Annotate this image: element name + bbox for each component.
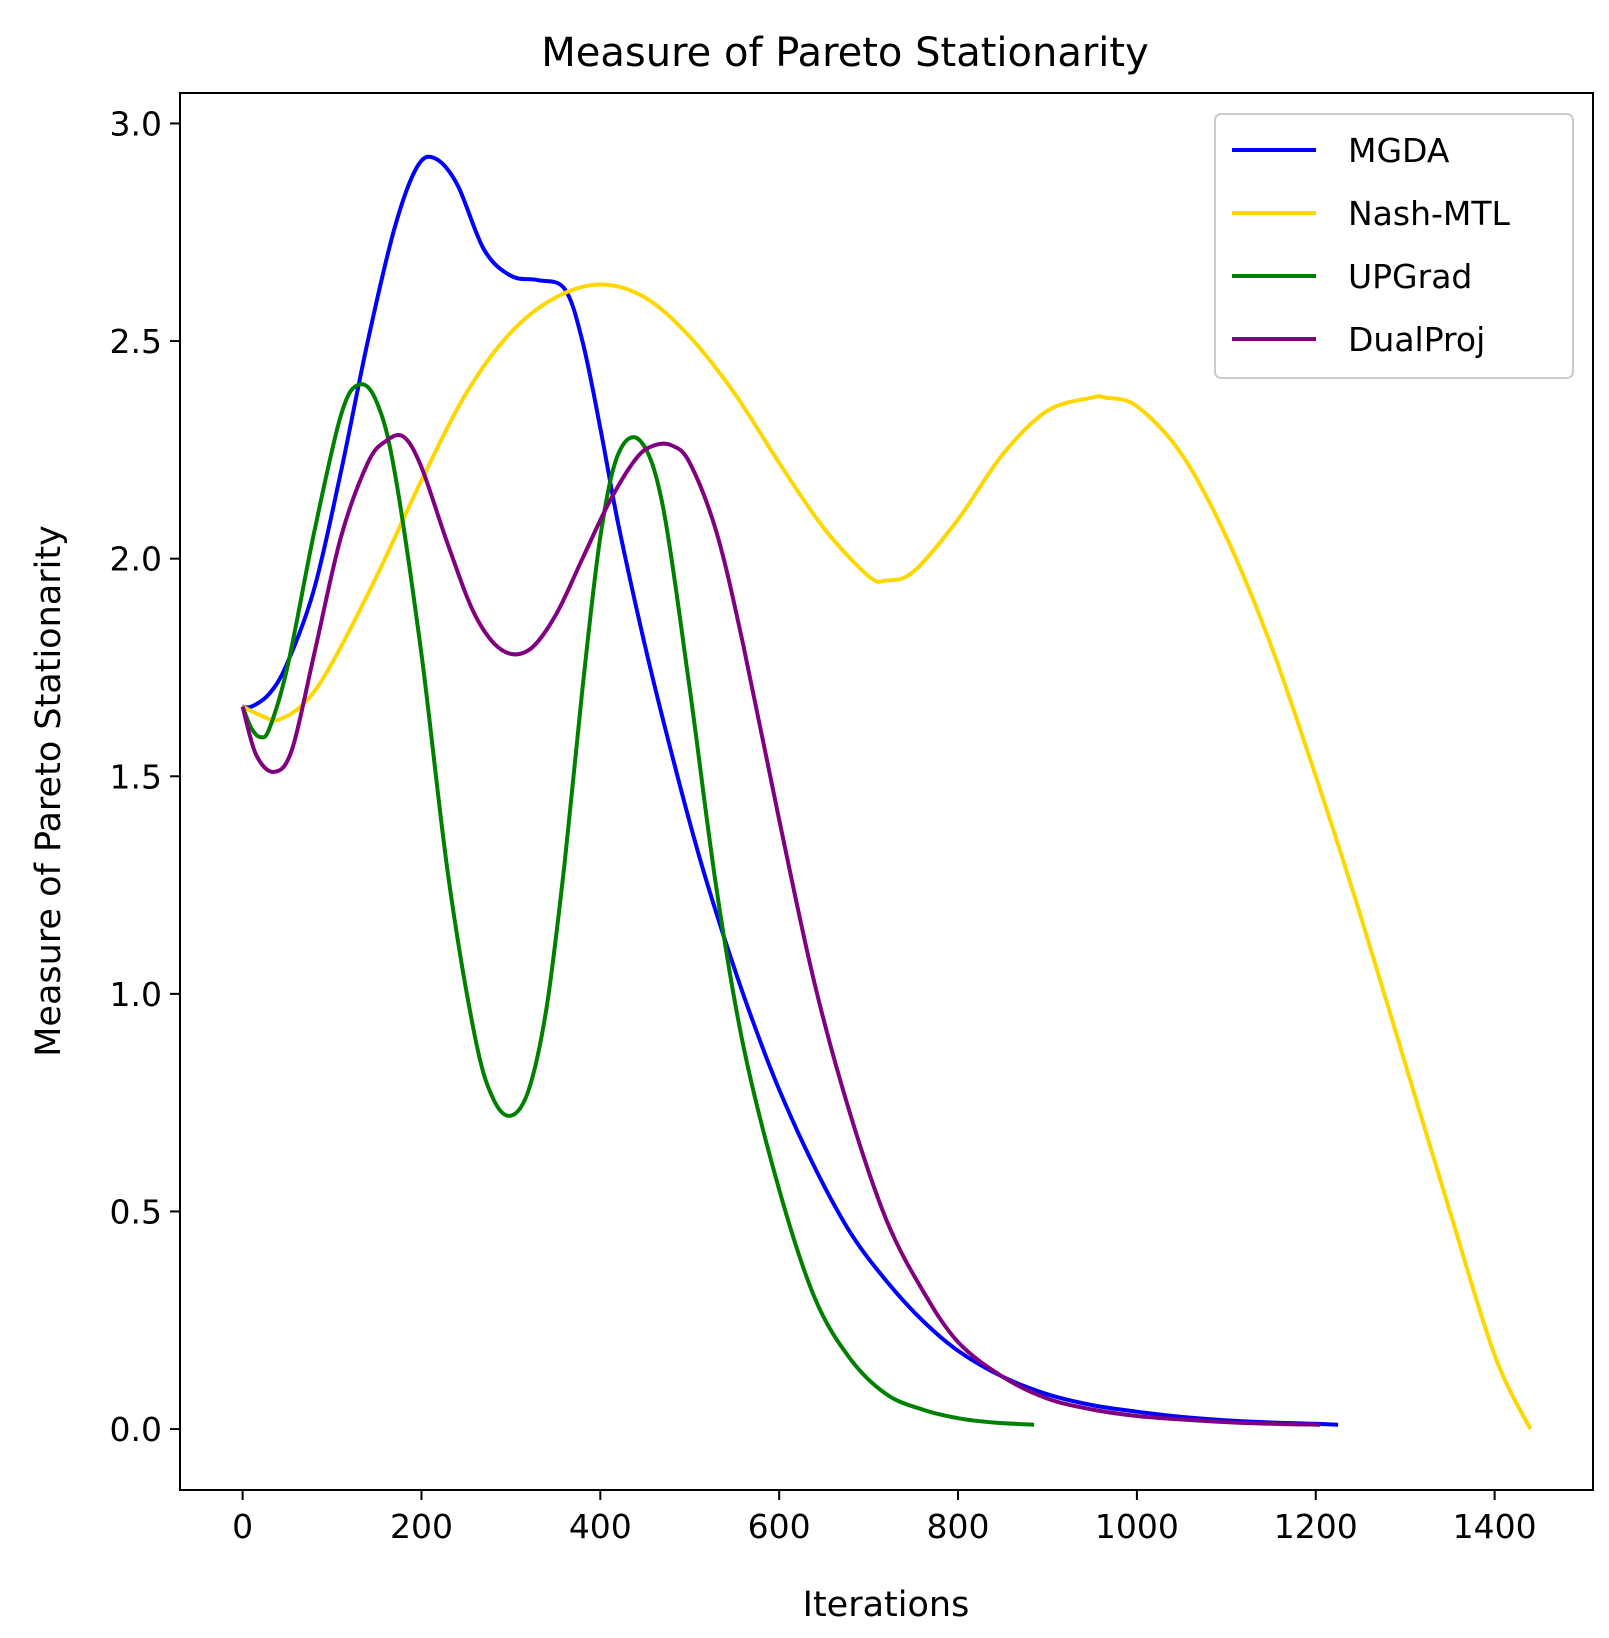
legend-label-mgda: MGDA [1348, 131, 1450, 170]
y-axis-ticks: 0.0 0.5 1.0 1.5 2.0 2.5 3.0 [110, 104, 180, 1449]
x-axis-label: Iterations [803, 1585, 970, 1625]
x-tick-label: 400 [569, 1507, 632, 1546]
y-tick-label: 2.0 [110, 540, 162, 579]
x-tick-label: 0 [232, 1507, 253, 1546]
x-tick-label: 1000 [1095, 1507, 1179, 1546]
legend-label-dualproj: DualProj [1348, 320, 1485, 359]
series-lines [240, 154, 1533, 1430]
series-line-dualproj [240, 433, 1321, 1427]
x-tick-label: 800 [927, 1507, 990, 1546]
series-line-mgda [242, 154, 1339, 1427]
x-tick-label: 1200 [1274, 1507, 1358, 1546]
y-tick-label: 3.0 [110, 104, 162, 143]
chart-title: Measure of Pareto Stationarity [541, 30, 1149, 76]
x-axis-ticks: 0 200 400 600 800 1000 1200 1400 [232, 1490, 1537, 1546]
y-tick-label: 0.5 [110, 1192, 162, 1231]
legend-label-upgrad: UPGrad [1348, 257, 1472, 296]
series-line-upgrad [240, 382, 1035, 1427]
legend: MGDA Nash-MTL UPGrad DualProj [1214, 113, 1574, 379]
legend-label-nash-mtl: Nash-MTL [1348, 194, 1511, 233]
series-line-nash-mtl [241, 282, 1533, 1430]
y-tick-label: 0.0 [110, 1410, 162, 1449]
y-tick-label: 1.5 [110, 757, 162, 796]
x-tick-label: 1400 [1453, 1507, 1537, 1546]
y-tick-label: 1.0 [110, 975, 162, 1014]
x-tick-label: 200 [390, 1507, 453, 1546]
y-tick-label: 2.5 [110, 322, 162, 361]
y-axis-label: Measure of Pareto Stationarity [29, 525, 69, 1057]
legend-box [1214, 113, 1574, 379]
plot-frame [179, 92, 1594, 1491]
x-tick-label: 600 [748, 1507, 811, 1546]
